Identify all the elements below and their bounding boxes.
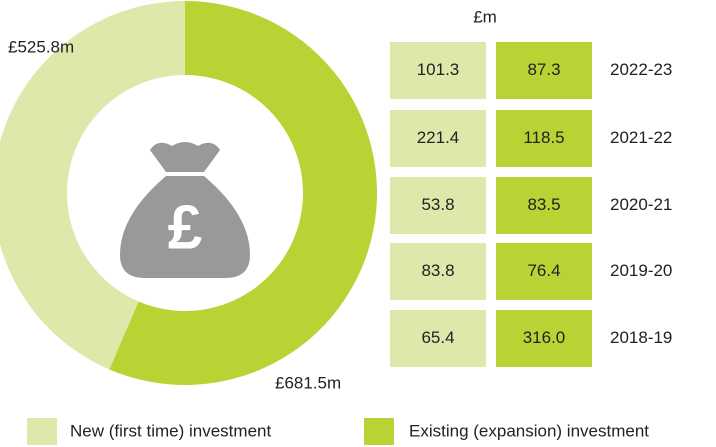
table-value: 65.4 xyxy=(421,328,454,347)
table-value: 87.3 xyxy=(527,60,560,79)
table-value: 83.8 xyxy=(421,261,454,280)
value-label: £681.5m xyxy=(275,373,341,392)
table-cell xyxy=(496,42,592,99)
row-year: 2018-19 xyxy=(610,328,672,347)
table-cell xyxy=(496,310,592,367)
money-bag-icon: £ xyxy=(120,142,250,278)
table-cell xyxy=(390,243,486,300)
legend-swatch xyxy=(364,418,394,445)
table-value: 83.5 xyxy=(527,195,560,214)
donut-segment xyxy=(109,1,377,385)
legend-swatch xyxy=(27,418,57,445)
row-year: 2020-21 xyxy=(610,195,672,214)
table-unit: £m xyxy=(473,7,497,26)
table-cell xyxy=(390,310,486,367)
table-cell xyxy=(496,177,592,234)
table-cell xyxy=(496,110,592,167)
table-cell xyxy=(390,177,486,234)
legend-label: New (first time) investment xyxy=(70,421,271,440)
table-cell xyxy=(496,243,592,300)
table-value: 76.4 xyxy=(527,261,560,280)
table-cell xyxy=(390,42,486,99)
donut-segment xyxy=(0,1,185,370)
value-label: £525.8m xyxy=(8,37,74,56)
icon-symbol: £ xyxy=(168,193,202,262)
table-value: 101.3 xyxy=(417,60,460,79)
row-year: 2021-22 xyxy=(610,128,672,147)
row-year: 2022-23 xyxy=(610,60,672,79)
table-value: 316.0 xyxy=(523,328,566,347)
table-value: 221.4 xyxy=(417,128,460,147)
table-cell xyxy=(390,110,486,167)
legend-label: Existing (expansion) investment xyxy=(409,421,649,440)
table-value: 53.8 xyxy=(421,195,454,214)
table-value: 118.5 xyxy=(523,128,564,147)
row-year: 2019-20 xyxy=(610,261,672,280)
